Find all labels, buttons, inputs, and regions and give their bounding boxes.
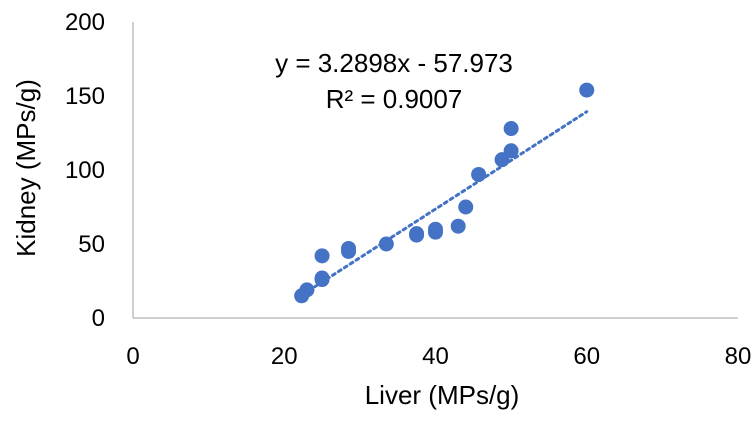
axes (132, 22, 738, 319)
y-tick-label: 100 (65, 157, 105, 184)
x-tick-label: 80 (725, 343, 752, 370)
data-point (314, 248, 330, 264)
data-point (503, 121, 519, 137)
x-tick-labels: 0 20 40 60 80 (126, 343, 751, 370)
data-point (341, 240, 357, 256)
trendline-r-squared: R² = 0.9007 (326, 84, 463, 114)
data-point (409, 226, 425, 242)
y-tick-label: 200 (65, 9, 105, 36)
data-point (299, 282, 315, 298)
y-tick-labels: 0 50 100 150 200 (65, 9, 105, 332)
trendline (301, 110, 589, 296)
x-axis-title: Liver (MPs/g) (365, 380, 520, 410)
data-point (579, 82, 595, 98)
y-tick-label: 0 (92, 305, 105, 332)
data-point (378, 236, 394, 252)
trendline-equation: y = 3.2898x - 57.973 (275, 48, 513, 78)
x-tick-label: 20 (271, 343, 298, 370)
y-tick-label: 50 (78, 231, 105, 258)
data-point (428, 221, 443, 237)
data-points (294, 82, 595, 304)
y-tick-label: 150 (65, 83, 105, 110)
x-tick-label: 40 (422, 343, 449, 370)
data-point (471, 166, 487, 182)
x-tick-label: 0 (126, 343, 139, 370)
y-axis-title: Kidney (MPs/g) (11, 79, 41, 257)
data-point (458, 199, 474, 215)
data-point (450, 218, 466, 234)
x-tick-label: 60 (573, 343, 600, 370)
data-point (503, 143, 519, 159)
data-point (314, 270, 330, 286)
